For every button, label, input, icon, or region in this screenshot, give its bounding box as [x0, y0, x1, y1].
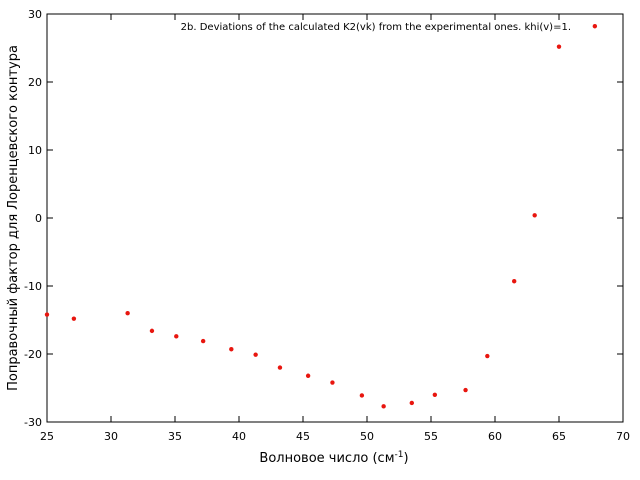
data-point — [409, 400, 414, 406]
x-tick-label: 40 — [232, 430, 246, 443]
x-axis-title-text: Волновое число (см — [259, 451, 394, 466]
y-tick-label: 20 — [28, 76, 42, 89]
data-point — [485, 353, 490, 359]
y-axis-title: Поправочный фактор для Лоренцевского кон… — [6, 45, 21, 391]
data-point — [532, 213, 537, 218]
data-point — [174, 334, 179, 339]
data-point — [200, 338, 206, 344]
data-point — [277, 365, 283, 370]
data-point — [463, 387, 468, 393]
x-axis-title-close: ) — [403, 451, 408, 466]
x-tick-label: 60 — [488, 430, 502, 443]
data-points — [44, 24, 598, 409]
data-point — [381, 404, 386, 409]
x-tick-label: 55 — [424, 430, 438, 443]
data-point — [229, 347, 234, 352]
y-tick-label: 0 — [35, 212, 42, 225]
x-tick-label: 65 — [552, 430, 566, 443]
data-point — [125, 311, 130, 316]
data-point — [432, 392, 438, 397]
x-tick-label: 35 — [168, 430, 182, 443]
data-point — [71, 316, 77, 321]
x-tick-labels: 25 30 35 40 45 50 55 60 65 70 — [40, 430, 630, 443]
x-axis-title-superscript: -1 — [395, 450, 404, 460]
data-point — [253, 352, 258, 357]
data-point — [512, 279, 517, 284]
data-point — [359, 393, 365, 398]
data-point — [330, 380, 335, 385]
plot-area — [46, 13, 624, 423]
y-tick-label: -20 — [24, 348, 42, 361]
chart-title: 2b. Deviations of the calculated K2(vk) … — [181, 22, 571, 33]
data-point — [44, 312, 50, 317]
y-tick-label: 30 — [28, 8, 42, 21]
x-tick-label: 70 — [616, 430, 630, 443]
data-point — [305, 373, 311, 378]
x-tick-label: 50 — [360, 430, 374, 443]
x-tick-label: 30 — [104, 430, 118, 443]
y-tick-label: 10 — [28, 144, 42, 157]
x-tick-label: 45 — [296, 430, 310, 443]
y-tick-label: -10 — [24, 280, 42, 293]
data-point — [149, 328, 155, 334]
y-tick-label: -30 — [24, 416, 42, 429]
x-axis-title: Волновое число (см-1) — [259, 450, 408, 466]
x-tick-label: 25 — [40, 430, 54, 443]
data-point — [556, 44, 562, 49]
y-tick-labels: -30 -20 -10 0 10 20 30 — [24, 8, 42, 429]
data-point — [592, 24, 598, 29]
tick-marks — [46, 13, 624, 423]
